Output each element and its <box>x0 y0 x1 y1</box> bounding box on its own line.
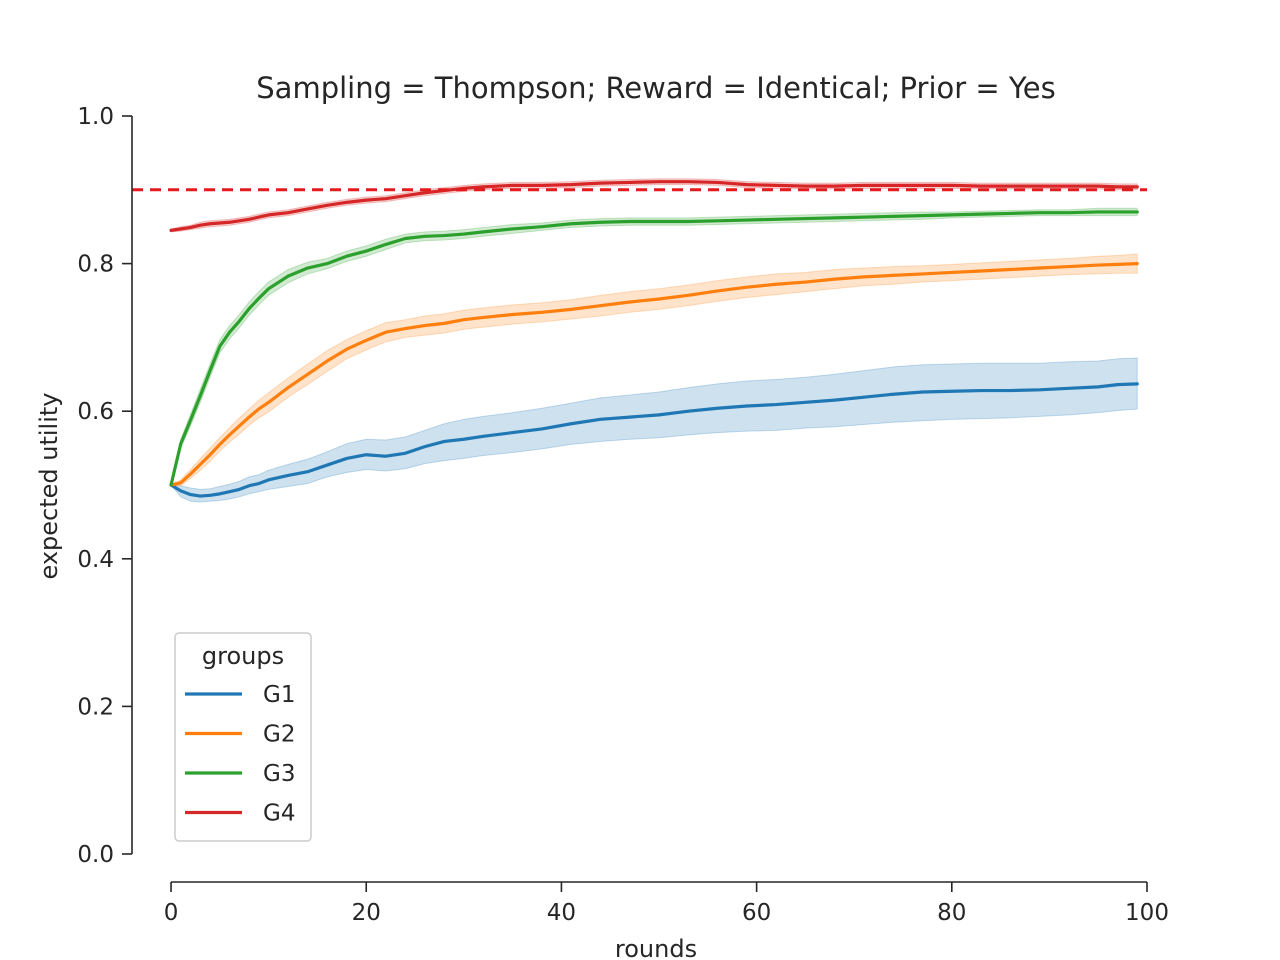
y-tick-label: 0.2 <box>77 694 114 720</box>
y-tick-label: 1.0 <box>77 104 114 130</box>
x-tick-label: 100 <box>1125 900 1169 926</box>
x-tick-label: 60 <box>742 900 771 926</box>
legend-title: groups <box>202 642 284 670</box>
confidence-band-g1 <box>169 357 1138 503</box>
y-tick-label: 0.0 <box>77 842 114 868</box>
legend-frame <box>174 632 312 842</box>
confidence-band-g3 <box>170 207 1138 486</box>
x-tick-label: 0 <box>164 900 179 926</box>
legend-label-g2: G2 <box>263 722 295 748</box>
legend-label-g3: G3 <box>263 761 295 787</box>
x-axis-label: rounds <box>615 935 697 960</box>
series-line-g4 <box>169 180 1139 232</box>
x-axis: 0 20 40 60 80 100 <box>164 881 1169 926</box>
chart-title: Sampling = Thompson; Reward = Identical;… <box>256 71 1055 105</box>
legend-label-g1: G1 <box>263 682 295 708</box>
series-lines <box>169 180 1139 498</box>
y-tick-label: 0.8 <box>77 252 114 278</box>
confidence-bands <box>169 178 1138 503</box>
x-tick-label: 20 <box>352 900 381 926</box>
y-tick-label: 0.4 <box>77 547 114 573</box>
y-tick-label: 0.6 <box>77 399 114 425</box>
x-tick-label: 80 <box>937 900 966 926</box>
legend-items: G1 G2 G3 G4 <box>185 682 295 827</box>
series-line-g2 <box>169 262 1139 487</box>
y-axis: 0.0 0.2 0.4 0.6 0.8 1.0 <box>77 104 133 868</box>
legend: groups G1 G2 G3 G4 <box>174 632 312 842</box>
legend-label-g4: G4 <box>263 801 295 827</box>
series-line-g3 <box>169 210 1139 487</box>
x-tick-label: 40 <box>547 900 576 926</box>
y-axis-label: expected utility <box>35 392 63 579</box>
series-line-g1 <box>169 382 1139 498</box>
confidence-band-g4 <box>170 178 1138 233</box>
